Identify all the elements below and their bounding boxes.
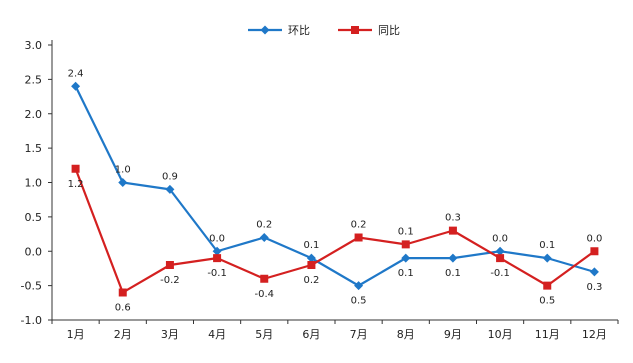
x-tick-label: 4月 (208, 328, 226, 341)
y-tick-label: 1.0 (25, 177, 43, 190)
series-2-marker (401, 240, 410, 249)
x-tick-label: 11月 (535, 328, 560, 341)
series-2-marker (165, 261, 174, 269)
series-group (71, 81, 599, 297)
series-1-marker (354, 281, 364, 291)
series-2-marker (543, 281, 552, 290)
y-tick-label: 0.5 (25, 211, 43, 224)
series-1-data-label: 0.0 (492, 233, 508, 244)
legend: 环比 同比 (248, 24, 400, 37)
series-1-marker (212, 246, 222, 256)
y-tick-label: -0.5 (21, 280, 42, 293)
y-tick-label: 1.5 (25, 142, 43, 155)
series-2-data-label: -0.2 (160, 275, 180, 286)
series-2-marker (448, 226, 457, 235)
y-tick-label: 2.5 (25, 73, 43, 86)
series-2-marker (496, 254, 505, 263)
series-1-marker (542, 253, 552, 263)
y-tick-label: -1.0 (21, 314, 42, 327)
series-2-data-label: 0.2 (351, 220, 367, 231)
x-tick-label: 6月 (302, 328, 320, 341)
x-tick-label: 2月 (114, 328, 132, 341)
x-tick-label: 9月 (444, 328, 462, 341)
x-tick-label: 12月 (582, 328, 607, 341)
series-2-data-label: 0.1 (398, 226, 414, 237)
legend-label-2: 同比 (378, 24, 400, 37)
series-1-data-label: 0.1 (303, 240, 319, 251)
series-2-marker (118, 288, 127, 297)
series-1-marker (401, 253, 411, 263)
series-2-data-label: -0.1 (207, 268, 227, 279)
series-2-data-label: 0.6 (115, 303, 131, 314)
series-2-data-label: 1.2 (68, 179, 84, 190)
series-1-data-label: 1.0 (115, 165, 131, 176)
series-2-data-label: 0.2 (303, 275, 319, 286)
series-1-marker (589, 267, 599, 277)
series-1-data-label: 0.0 (209, 233, 225, 244)
legend-marker-1 (260, 25, 270, 35)
series-1-data-label: 0.9 (162, 171, 178, 182)
series-2-marker (260, 274, 269, 283)
series-1-data-label: 0.1 (445, 268, 461, 279)
series-1-data-label: 0.1 (398, 268, 414, 279)
x-tick-label: 8月 (397, 328, 415, 341)
series-1-marker (448, 253, 458, 263)
series-1-data-label: 0.1 (539, 240, 555, 251)
series-1-marker (118, 178, 128, 187)
legend-label-1: 环比 (288, 24, 310, 37)
series-1-marker (71, 81, 81, 91)
series-2-data-label: 0.3 (445, 213, 461, 224)
series-2-marker (307, 261, 316, 269)
series-1-marker (306, 253, 316, 263)
series-2-marker (354, 233, 363, 242)
x-tick-label: 1月 (67, 328, 85, 341)
series-1-marker (495, 246, 505, 256)
series-1-data-label: 0.2 (256, 220, 272, 231)
series-line-1 (74, 85, 595, 287)
series-2-data-label: 0.0 (586, 233, 602, 244)
axes: 3.0 2.5 2.0 1.5 1.0 0.5 0.0 -0.5 -1.0 1月 2月 3月 4月 5月 6… (21, 39, 619, 341)
x-tick-label: 3月 (161, 328, 179, 341)
x-tick-label: 7月 (350, 328, 368, 341)
series-1-data-label: 2.4 (68, 68, 84, 79)
series-2-marker (71, 164, 80, 173)
series-1-marker (259, 233, 269, 242)
x-tick-label: 10月 (488, 328, 513, 341)
series-2-data-label: -0.4 (254, 289, 274, 300)
legend-marker-2 (351, 26, 359, 34)
y-tick-label: 0.0 (25, 245, 43, 258)
series-1-data-label: 0.5 (351, 296, 367, 307)
x-tick-label: 5月 (255, 328, 273, 341)
series-2-marker (213, 254, 222, 263)
series-2-data-label: 0.5 (539, 296, 555, 307)
series-2-data-label: -0.1 (490, 268, 510, 279)
series-1-data-label: 0.3 (586, 282, 602, 293)
series-1-marker (165, 184, 175, 194)
data-labels: 2.4 1.0 0.9 0.0 0.2 0.1 0.5 0.1 0.1 0.0 0.1 0.3 1.2 0… (68, 68, 603, 313)
series-line-2 (74, 168, 596, 294)
y-tick-label: 2.0 (25, 108, 43, 121)
y-tick-label: 3.0 (25, 39, 43, 52)
series-2-marker (590, 247, 599, 256)
